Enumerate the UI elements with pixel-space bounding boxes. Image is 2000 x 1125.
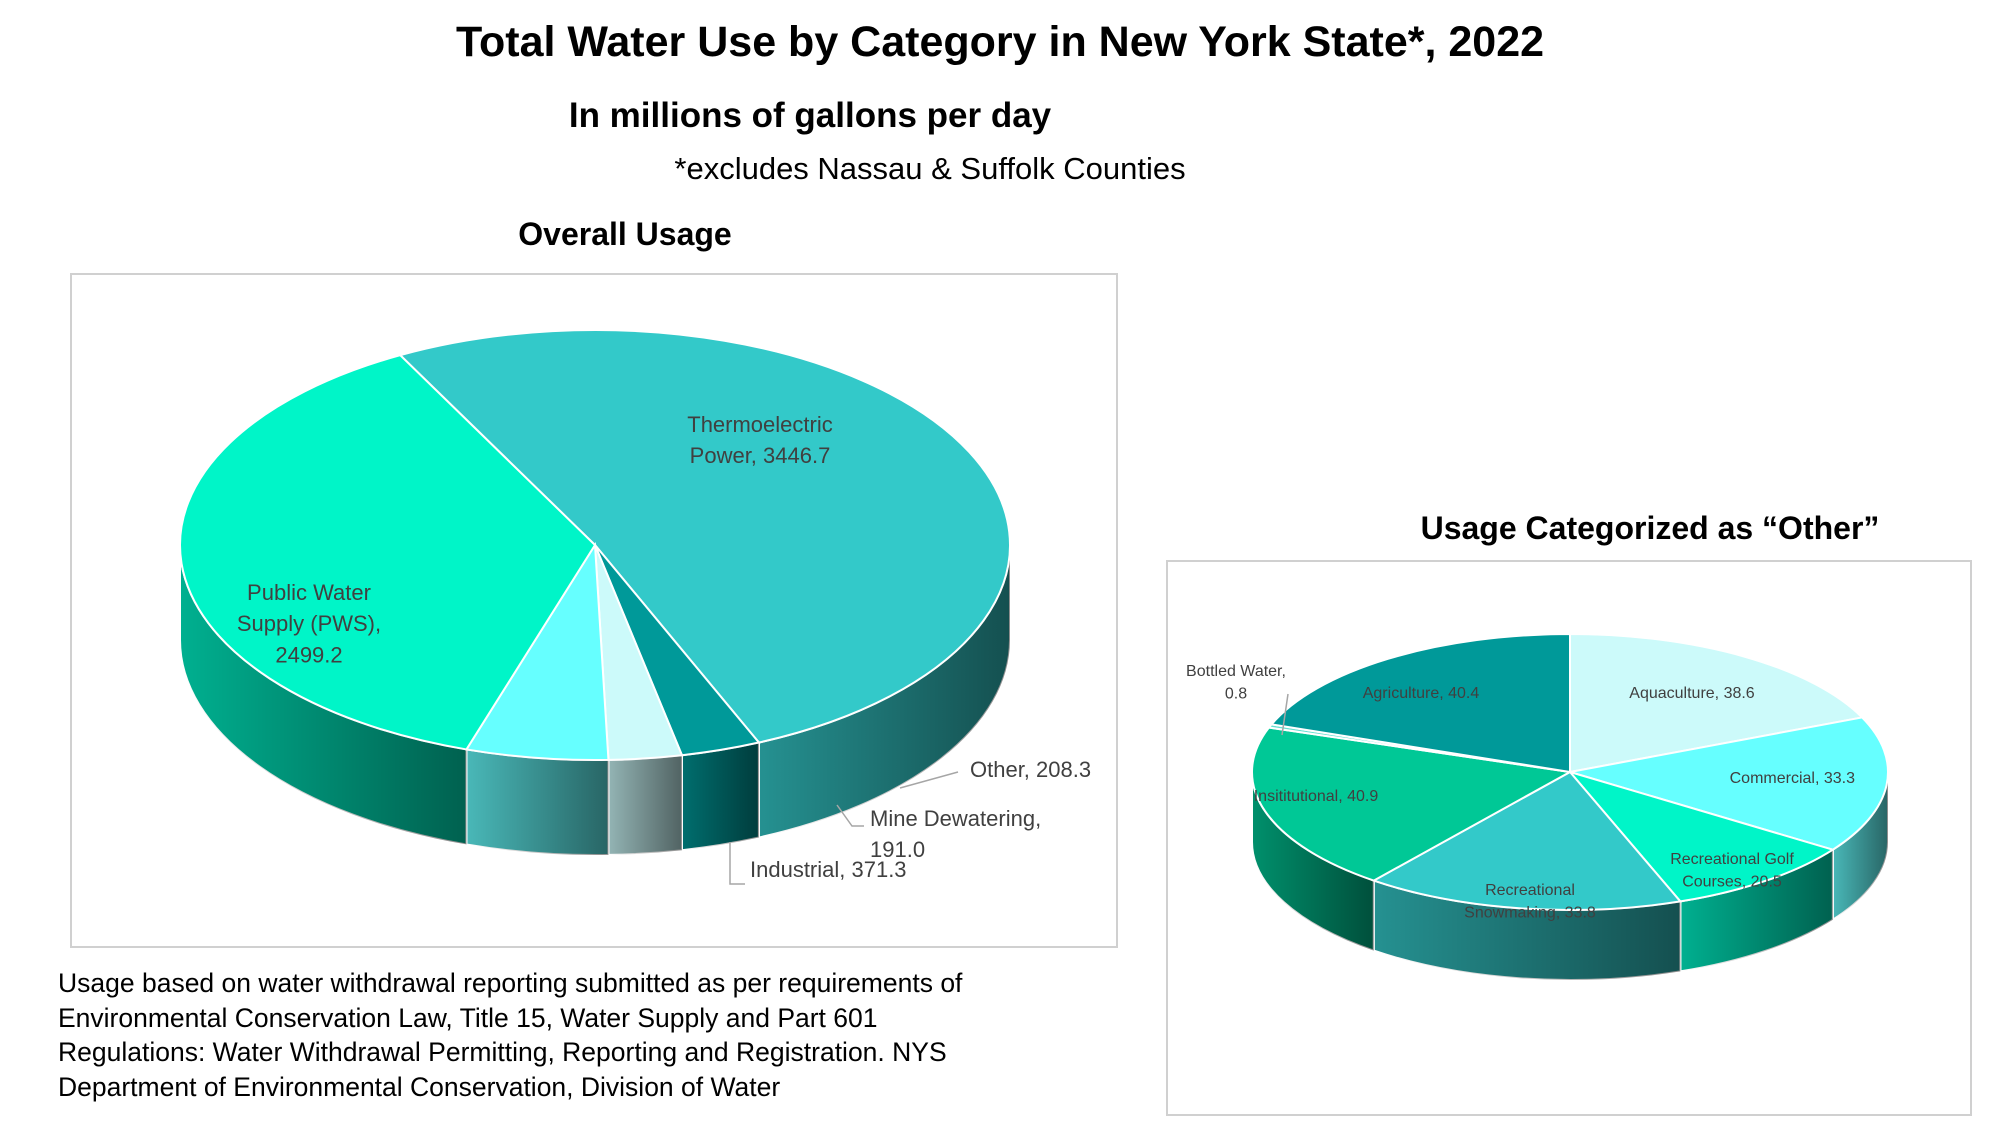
data-label-line: Aquaculture, 38.6: [1629, 685, 1755, 702]
leader-line-industrial: [729, 842, 745, 885]
data-label-insititutional: Insititutional, 40.9: [1254, 788, 1379, 805]
pie-slice-thermoelectric-power: [398, 329, 1011, 744]
data-label-line: 191.0: [870, 837, 925, 862]
data-label-recreational-snowmaking: Recreational Snowmaking, 33.8: [1464, 882, 1596, 922]
pie-wall-shade-recreational-snowmaking: [1373, 880, 1681, 980]
page-subtitle: In millions of gallons per day: [568, 96, 1052, 135]
overall-usage-pie: Thermoelectric Power, 3446.7 Other, 208.3 M…: [179, 329, 1091, 885]
data-label-line: Industrial, 371.3: [750, 857, 907, 882]
data-label-line: Agriculture, 40.4: [1363, 685, 1480, 702]
pie-wall-shade-thermoelectric-power: [758, 545, 1010, 838]
other-usage-pie: Aquaculture, 38.6 Commercial, 33.3 Recreat…: [1186, 632, 1889, 981]
page-title: Total Water Use by Category in New York …: [455, 18, 1545, 66]
data-label-line: 0.8: [1225, 686, 1247, 703]
pie-wall-shade-public-water-supply-pws: [180, 545, 467, 845]
pie-side-walls: [1251, 771, 1889, 981]
pie-wall-shade-commercial: [1832, 772, 1888, 920]
other-usage-title: Usage Categorized as “Other”: [1420, 510, 1880, 546]
data-label-line: Recreational Golf: [1670, 851, 1794, 868]
pie-wall-shade-mine-dewatering: [608, 755, 682, 855]
data-label-line: Mine Dewatering,: [870, 806, 1041, 831]
pie-wall-shade-industrial: [466, 749, 609, 855]
data-label-mine-dewatering: Mine Dewatering, 191.0: [870, 806, 1041, 862]
pie-slice-public-water-supply-pws: [179, 354, 597, 751]
pie-wall-shade-other: [681, 742, 759, 851]
data-label-bottled-water: Bottled Water, 0.8: [1186, 663, 1286, 703]
data-label-line: Snowmaking, 33.8: [1464, 905, 1596, 922]
data-label-thermoelectric-power: Thermoelectric Power, 3446.7: [687, 412, 832, 468]
data-label-line: Supply (PWS),: [237, 611, 381, 636]
pie-slice-industrial: [464, 541, 610, 761]
data-label-line: Insititutional, 40.9: [1254, 788, 1379, 805]
data-label-line: 2499.2: [275, 642, 342, 667]
pie-top-slices: [179, 329, 1011, 761]
data-label-agriculture: Agriculture, 40.4: [1363, 685, 1480, 702]
pie-wall-shade-recreational-golf-courses: [1680, 849, 1833, 972]
exclusion-note: *excludes Nassau & Suffolk Counties: [674, 151, 1186, 186]
pie-slice-agriculture: [1269, 632, 1571, 774]
data-label-line: Thermoelectric: [687, 412, 832, 437]
data-label-industrial: Industrial, 371.3: [750, 857, 907, 882]
leader-line-mine-dewatering: [836, 804, 864, 827]
data-label-line: Other, 208.3: [970, 757, 1091, 782]
data-label-public-water-supply-pws: Public Water Supply (PWS), 2499.2: [237, 580, 381, 667]
data-label-line: Courses, 20.5: [1682, 874, 1782, 891]
pie-slice-recreational-snowmaking: [1371, 770, 1683, 911]
leader-line-other: [899, 771, 959, 789]
data-label-other: Other, 208.3: [970, 757, 1091, 782]
data-label-recreational-golf-courses: Recreational Golf Courses, 20.5: [1670, 851, 1794, 891]
pie-slice-commercial: [1569, 716, 1889, 851]
pie-data-labels: Aquaculture, 38.6 Commercial, 33.3 Recreat…: [1186, 663, 1855, 922]
data-label-line: Commercial, 33.3: [1730, 770, 1855, 787]
data-label-aquaculture: Aquaculture, 38.6: [1629, 685, 1755, 702]
data-label-line: Recreational: [1485, 882, 1575, 899]
data-label-line: Public Water: [247, 580, 371, 605]
pie-wall-shade-insititutional: [1252, 772, 1374, 951]
pie-slice-recreational-golf-courses: [1567, 770, 1836, 903]
source-note: Usage based on water withdrawal reportin…: [58, 968, 963, 1102]
pie-data-labels: Thermoelectric Power, 3446.7 Other, 208.3 M…: [237, 412, 1091, 885]
data-label-line: Power, 3446.7: [690, 443, 831, 468]
pie-top-slices: [1251, 632, 1889, 911]
data-label-line: Bottled Water,: [1186, 663, 1286, 680]
leader-line-bottled-water: [1281, 693, 1289, 736]
pie-slice-insititutional: [1251, 726, 1574, 882]
pie-slice-aquaculture: [1569, 632, 1865, 774]
data-label-commercial: Commercial, 33.3: [1730, 770, 1855, 787]
overall-usage-title: Overall Usage: [518, 216, 732, 252]
